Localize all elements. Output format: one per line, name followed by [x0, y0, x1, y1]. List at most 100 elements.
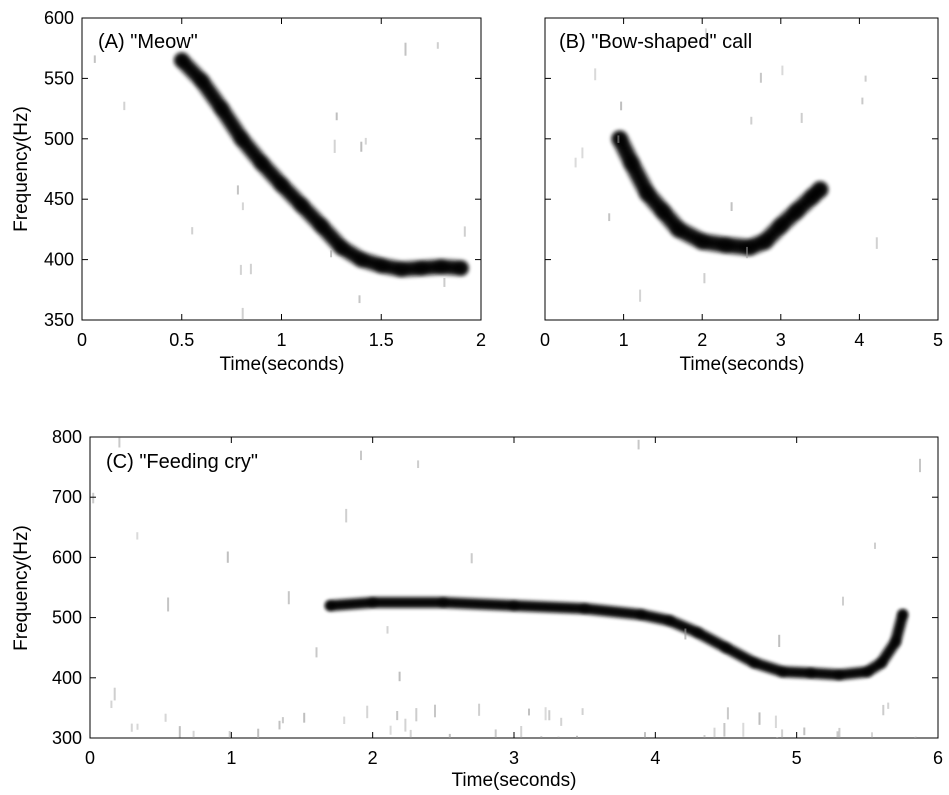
noise-speck — [335, 112, 338, 121]
data-point — [314, 219, 329, 233]
x-tick-label: 0.5 — [169, 330, 194, 350]
data-point — [692, 627, 703, 638]
noise-speck — [704, 28, 707, 38]
noise-speck — [360, 450, 362, 461]
data-point — [294, 198, 309, 212]
noise-speck — [864, 75, 867, 82]
data-point — [664, 615, 675, 626]
data-point — [640, 186, 655, 201]
noise-speck — [130, 723, 133, 732]
data-point — [274, 177, 289, 192]
panel-meow: (A) "Meow" 0 0.5 1 1.5 2 350 400 450 500 550 600 T… — [11, 8, 486, 375]
noise-speck — [123, 101, 126, 111]
noise-speck — [417, 460, 420, 469]
noise-speck — [364, 137, 367, 145]
data-point — [579, 603, 590, 614]
noise-speck — [93, 55, 96, 63]
x-tick-label: 0 — [77, 330, 87, 350]
spectrogram-feeding-cry — [92, 437, 921, 738]
y-tick-label: 700 — [52, 487, 82, 507]
noise-speck — [617, 135, 620, 143]
noise-speck — [389, 725, 392, 735]
data-point — [194, 74, 209, 88]
noise-speck — [540, 736, 543, 738]
noise-speck — [914, 736, 917, 738]
noise-speck — [759, 72, 762, 83]
noise-speck — [861, 97, 864, 105]
noise-speck — [882, 704, 885, 716]
data-point — [394, 262, 408, 277]
noise-speck — [581, 147, 584, 159]
noise-speck — [836, 731, 839, 738]
y-tick-label: 600 — [52, 547, 82, 567]
data-point — [890, 636, 901, 647]
data-point — [454, 261, 468, 275]
data-point — [354, 252, 369, 267]
axis-ticks: 0 1 2 3 4 5 6 300 400 500 600 700 800 — [52, 427, 943, 768]
x-tick-label: 3 — [509, 748, 519, 768]
x-tick-label: 5 — [792, 748, 802, 768]
noise-speck — [746, 246, 748, 259]
noise-speck — [239, 264, 242, 275]
noise-speck — [303, 712, 306, 723]
plot-frame — [89, 436, 939, 739]
x-tick-label: 6 — [933, 748, 943, 768]
x-tick-label: 2 — [476, 330, 486, 350]
panel-title: (C) "Feeding cry" — [106, 451, 258, 473]
data-point — [862, 666, 873, 677]
noise-speck — [281, 717, 284, 724]
y-tick-label: 600 — [44, 8, 74, 28]
noise-speck — [118, 437, 121, 448]
noise-speck — [343, 716, 346, 724]
y-tick-label: 500 — [44, 129, 74, 149]
noise-speck — [758, 712, 761, 725]
noise-speck — [241, 202, 244, 211]
noise-speck — [842, 596, 844, 606]
noise-speck — [409, 729, 412, 738]
noise-speck — [620, 101, 623, 111]
noise-speck — [750, 116, 753, 125]
data-point — [175, 53, 189, 68]
noise-speck — [730, 202, 733, 212]
noise-speck — [637, 439, 640, 450]
y-tick-label: 400 — [52, 668, 82, 688]
noise-speck — [781, 65, 784, 76]
data-point — [334, 240, 349, 255]
noise-speck — [443, 278, 446, 287]
y-tick-label: 450 — [44, 189, 74, 209]
data-point — [624, 155, 639, 171]
x-tick-label: 4 — [650, 748, 660, 768]
panel-bow-shaped-call: (B) "Bow-shaped" call 0 1 2 3 4 5 Time(second… — [540, 17, 943, 375]
noise-speck — [415, 708, 418, 722]
noise-speck — [576, 735, 578, 738]
noise-speck — [366, 705, 369, 719]
x-tick-label: 1 — [226, 748, 236, 768]
data-point — [695, 234, 710, 249]
noise-speck — [557, 736, 560, 738]
x-axis-label: Time(seconds) — [220, 354, 345, 375]
noise-speck — [703, 735, 706, 738]
noise-speck — [723, 723, 726, 737]
noise-speck — [463, 226, 466, 237]
noise-speck — [228, 731, 231, 738]
x-tick-label: 1.5 — [369, 330, 394, 350]
noise-speck — [838, 727, 841, 738]
data-point — [438, 597, 449, 608]
noise-speck — [191, 227, 194, 235]
data-point — [721, 642, 731, 653]
noise-speck — [257, 728, 260, 738]
noise-speck — [345, 508, 348, 523]
noise-speck — [574, 157, 577, 168]
noise-speck — [333, 139, 336, 153]
noise-speck — [684, 628, 687, 640]
data-point — [897, 609, 908, 620]
data-point — [773, 218, 788, 233]
noise-speck — [778, 634, 781, 648]
x-axis-label: Time(seconds) — [452, 770, 577, 791]
noise-speck — [164, 713, 167, 722]
noise-speck — [478, 703, 481, 716]
y-axis-label: Frequency(Hz) — [11, 106, 32, 232]
data-point — [509, 600, 519, 611]
noise-speck — [520, 726, 523, 738]
data-point — [718, 237, 733, 253]
